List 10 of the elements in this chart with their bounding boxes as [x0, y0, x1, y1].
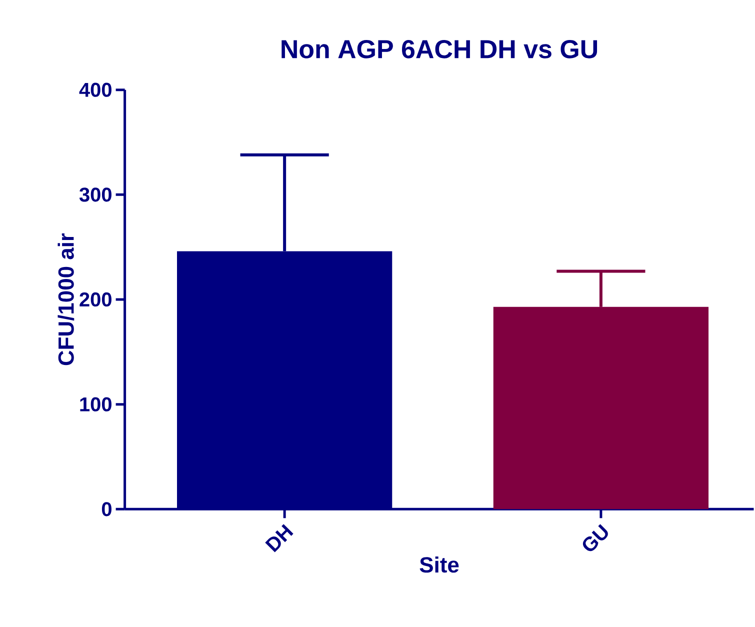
y-tick-label: 400: [79, 82, 112, 97]
y-tick-label: 100: [80, 397, 112, 412]
x-tick-label: GU: [582, 524, 608, 552]
y-axis-title: CFU/1000 air: [58, 233, 74, 366]
y-tick-label: 200: [80, 292, 112, 307]
chart-title: Non AGP 6ACH DH vs GU: [282, 40, 598, 58]
x-axis-title: Site: [420, 556, 459, 573]
y-tick-label: 300: [79, 188, 112, 202]
y-tick-label: 0: [102, 502, 112, 516]
x-tick-label: DH: [265, 524, 294, 552]
